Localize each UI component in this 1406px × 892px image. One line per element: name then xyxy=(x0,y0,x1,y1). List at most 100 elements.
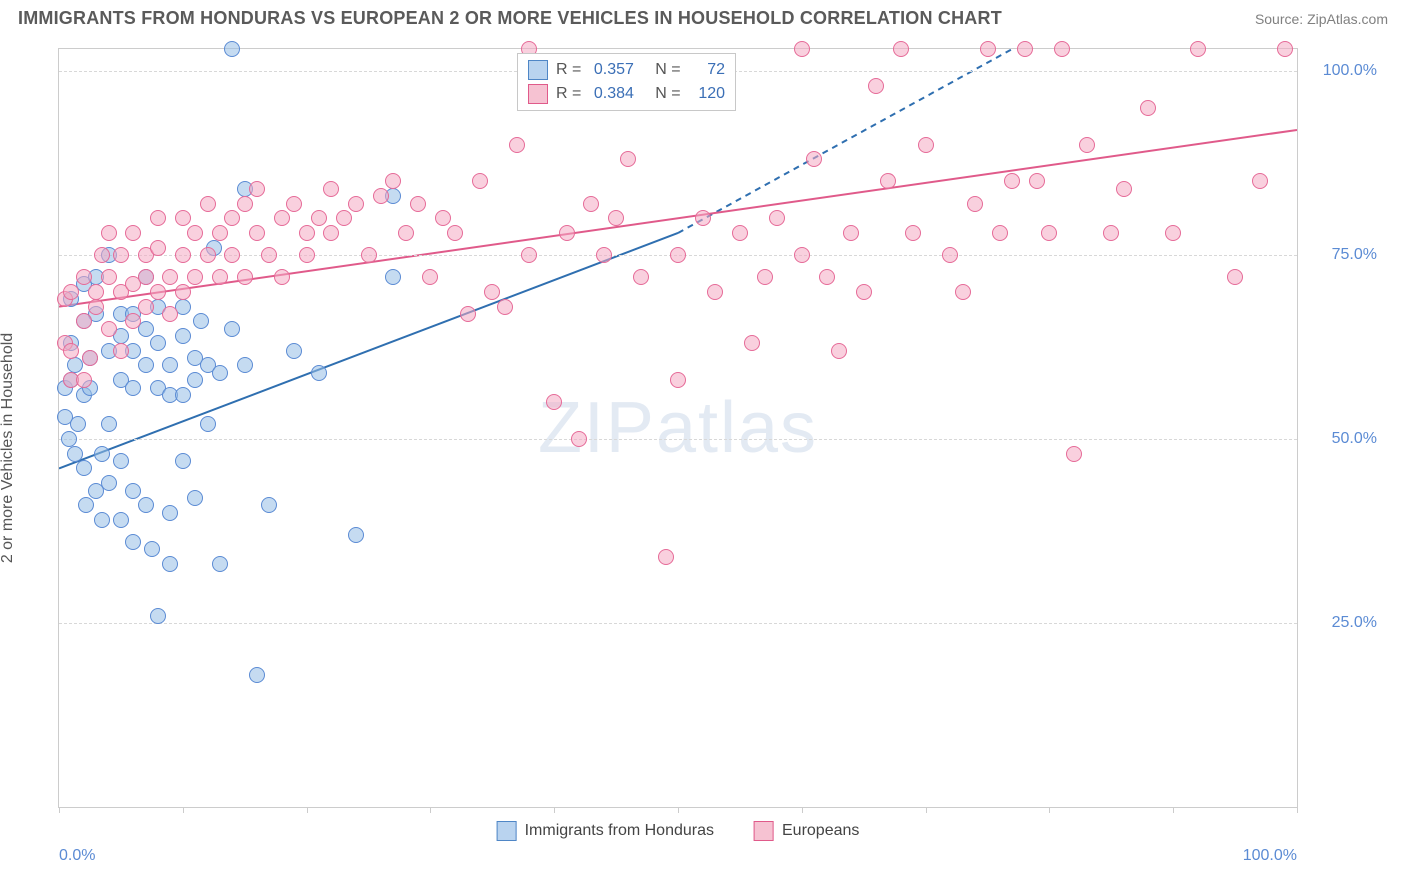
scatter-point xyxy=(794,41,810,57)
scatter-point xyxy=(980,41,996,57)
scatter-point xyxy=(1079,137,1095,153)
scatter-point xyxy=(193,313,209,329)
ytick-label: 50.0% xyxy=(1307,430,1377,448)
scatter-point xyxy=(76,313,92,329)
n-label: N = xyxy=(642,58,685,82)
scatter-point xyxy=(101,321,117,337)
scatter-point xyxy=(1116,181,1132,197)
scatter-point xyxy=(138,269,154,285)
scatter-point xyxy=(435,210,451,226)
scatter-point xyxy=(175,453,191,469)
scatter-point xyxy=(113,343,129,359)
scatter-point xyxy=(88,299,104,315)
scatter-point xyxy=(608,210,624,226)
xtick-mark xyxy=(1297,807,1298,813)
scatter-point xyxy=(707,284,723,300)
legend-item: Europeans xyxy=(754,821,859,841)
scatter-point xyxy=(125,313,141,329)
scatter-point xyxy=(237,357,253,373)
scatter-point xyxy=(992,225,1008,241)
scatter-point xyxy=(101,416,117,432)
scatter-point xyxy=(1054,41,1070,57)
chart-title: IMMIGRANTS FROM HONDURAS VS EUROPEAN 2 O… xyxy=(18,8,1002,29)
scatter-point xyxy=(212,225,228,241)
legend: Immigrants from Honduras Europeans xyxy=(497,821,860,841)
scatter-point xyxy=(125,534,141,550)
scatter-point xyxy=(63,343,79,359)
xtick-label: 0.0% xyxy=(59,847,95,865)
scatter-point xyxy=(274,210,290,226)
scatter-point xyxy=(224,247,240,263)
scatter-point xyxy=(101,475,117,491)
scatter-point xyxy=(187,372,203,388)
legend-item: Immigrants from Honduras xyxy=(497,821,714,841)
xtick-mark xyxy=(926,807,927,813)
legend-chip xyxy=(497,821,517,841)
gridline-h xyxy=(59,623,1297,624)
scatter-point xyxy=(348,196,364,212)
scatter-point xyxy=(670,247,686,263)
scatter-point xyxy=(162,357,178,373)
scatter-point xyxy=(150,335,166,351)
scatter-point xyxy=(162,269,178,285)
scatter-point xyxy=(175,210,191,226)
scatter-point xyxy=(224,41,240,57)
ytick-label: 25.0% xyxy=(1307,614,1377,632)
scatter-point xyxy=(633,269,649,285)
scatter-point xyxy=(125,225,141,241)
series-chip xyxy=(528,84,548,104)
legend-label: Europeans xyxy=(782,822,859,840)
scatter-point xyxy=(311,210,327,226)
scatter-point xyxy=(769,210,785,226)
scatter-point xyxy=(806,151,822,167)
scatter-point xyxy=(732,225,748,241)
scatter-point xyxy=(1227,269,1243,285)
scatter-point xyxy=(868,78,884,94)
scatter-point xyxy=(94,512,110,528)
scatter-point xyxy=(484,284,500,300)
scatter-point xyxy=(323,181,339,197)
scatter-point xyxy=(61,431,77,447)
scatter-point xyxy=(1103,225,1119,241)
scatter-point xyxy=(385,269,401,285)
scatter-point xyxy=(138,357,154,373)
scatter-point xyxy=(237,269,253,285)
scatter-point xyxy=(138,299,154,315)
r-value: 0.357 xyxy=(594,58,634,82)
scatter-point xyxy=(905,225,921,241)
n-value: 72 xyxy=(693,58,725,82)
scatter-point xyxy=(101,225,117,241)
scatter-point xyxy=(274,269,290,285)
xtick-mark xyxy=(430,807,431,813)
ytick-label: 100.0% xyxy=(1307,62,1377,80)
scatter-point xyxy=(918,137,934,153)
scatter-point xyxy=(101,269,117,285)
gridline-h xyxy=(59,439,1297,440)
scatter-point xyxy=(261,497,277,513)
scatter-point xyxy=(1041,225,1057,241)
scatter-point xyxy=(94,446,110,462)
scatter-point xyxy=(596,247,612,263)
scatter-point xyxy=(212,365,228,381)
scatter-point xyxy=(1252,173,1268,189)
trend-lines-layer xyxy=(59,49,1297,807)
scatter-point xyxy=(261,247,277,263)
scatter-point xyxy=(1190,41,1206,57)
chart-container: ZIPatlas 25.0%50.0%75.0%100.0%0.0%100.0%… xyxy=(18,40,1388,856)
xtick-mark xyxy=(183,807,184,813)
scatter-point xyxy=(1029,173,1045,189)
scatter-point xyxy=(1277,41,1293,57)
scatter-point xyxy=(299,225,315,241)
ytick-label: 75.0% xyxy=(1307,246,1377,264)
scatter-point xyxy=(63,284,79,300)
watermark: ZIPatlas xyxy=(538,387,818,469)
scatter-point xyxy=(361,247,377,263)
scatter-point xyxy=(175,328,191,344)
stats-row: R = 0.357 N = 72 xyxy=(528,58,725,82)
scatter-point xyxy=(559,225,575,241)
scatter-point xyxy=(78,497,94,513)
scatter-point xyxy=(447,225,463,241)
scatter-point xyxy=(67,357,83,373)
scatter-point xyxy=(583,196,599,212)
scatter-point xyxy=(67,446,83,462)
